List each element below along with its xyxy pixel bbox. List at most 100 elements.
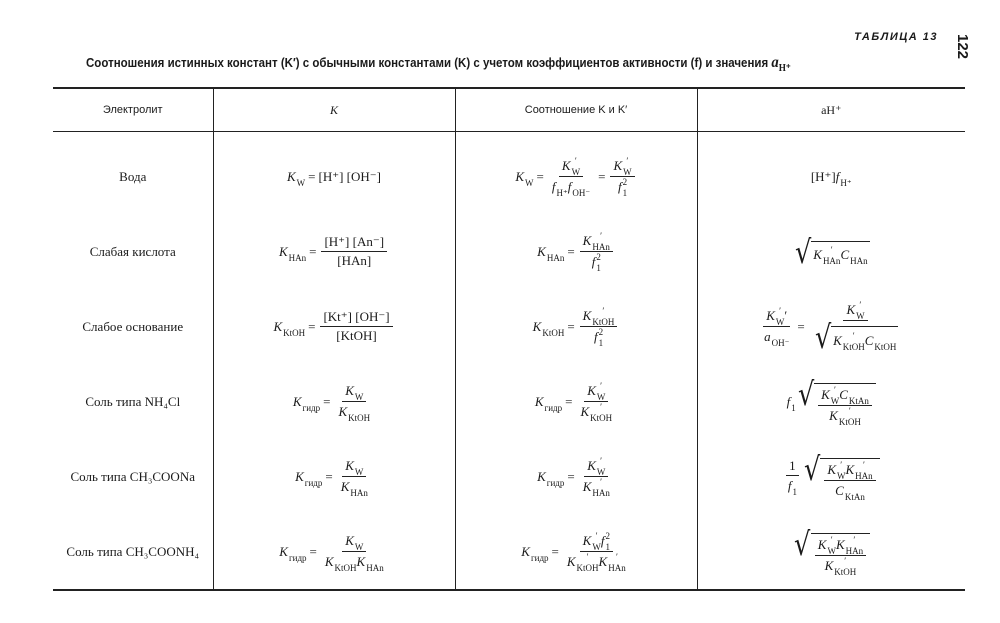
symbol-letter: K [813, 247, 822, 262]
superscript [297, 168, 306, 177]
indices: гидр [530, 543, 549, 563]
symbol-letter: K [287, 168, 296, 184]
superscript: ′ [600, 231, 603, 241]
subscript: гидр [530, 552, 549, 563]
indices: HAn [366, 553, 384, 573]
electrolyte-cell: Вода [119, 168, 147, 184]
subscript: KtOH [874, 341, 897, 352]
indices: W [297, 168, 306, 187]
subscript: HAn [608, 563, 626, 573]
symbol: K KtOH [324, 553, 357, 573]
subscript: гидр [288, 552, 307, 563]
indices: KtOH [283, 318, 305, 337]
indices: ′ W [830, 385, 840, 406]
superscript [542, 318, 564, 327]
superscript [350, 478, 368, 487]
symbol: f OH⁻ [568, 178, 590, 198]
ah-cell: [H⁺] f H⁺ [696, 131, 965, 214]
header-row: Электролит K Соотношение K и K′ aH⁺ [53, 88, 965, 132]
indices: HAn [547, 243, 565, 262]
symbol-letter: f [600, 533, 605, 548]
subscript: 1 [622, 188, 628, 198]
formula-text: [H⁺] [810, 168, 836, 184]
indices: гидр [303, 393, 321, 412]
superscript [772, 328, 790, 337]
table-caption: Соотношения истинных констант (K′) с обы… [86, 54, 791, 74]
subscript: W [856, 311, 865, 321]
fraction: [H⁺] [An⁻] [HAn] [321, 234, 388, 269]
subscript: HAn [288, 252, 307, 263]
equals-sign: = [567, 243, 575, 259]
equals-sign: = [323, 393, 331, 409]
symbol-letter: K [279, 543, 288, 559]
symbol: K HAn [356, 553, 384, 573]
symbol-letter: K [356, 554, 366, 569]
symbol-letter: K [324, 554, 334, 569]
symbol-letter: K [345, 458, 354, 473]
equals-sign: = [567, 468, 575, 484]
symbol: K ′ W [846, 300, 865, 321]
fraction: K ′ W ′ a OH⁻ [761, 307, 792, 348]
superscript [366, 553, 384, 562]
subscript: 1 [596, 263, 601, 273]
fraction: K ′ W C KtAn K ′ KtOH [818, 385, 872, 426]
symbol: K ′ W [818, 535, 836, 555]
subscript: W [830, 395, 840, 406]
equals-sign: = [536, 168, 544, 184]
superscript: ′ [844, 555, 847, 566]
superscript [355, 457, 364, 466]
relation-cell: K KtOH = K ′ KtOH f 2 1 [454, 289, 697, 364]
symbol-letter: K [835, 536, 845, 552]
indices: KtOH [874, 332, 897, 352]
superscript: ′ [859, 300, 862, 310]
electrolyte-cell: Слабая кислота [89, 243, 176, 259]
symbol-letter: K [582, 479, 592, 494]
fraction-numerator: K ′ W C KtAn [818, 385, 872, 406]
subscript: KtOH [576, 563, 599, 573]
indices: ′ W [827, 535, 836, 555]
symbol: C KtOH [865, 332, 897, 352]
indices: ′ HAn [823, 245, 841, 266]
symbol: K ′ HAn [813, 245, 841, 266]
subscript: W [623, 167, 632, 177]
radical-sign-icon: √ [803, 449, 821, 488]
square-root: √ K ′ HAn C HAn [793, 232, 870, 271]
fraction-numerator: [H⁺] [An⁻] [321, 234, 388, 252]
subscript: HAn [592, 242, 610, 252]
superscript: ′ [862, 459, 865, 470]
subscript: HAn [845, 545, 864, 556]
superscript [531, 543, 549, 552]
fraction-numerator: K ′ W [843, 300, 868, 321]
symbol-letter: K [829, 407, 838, 423]
superscript: ′ [586, 552, 589, 562]
symbol-letter: K [580, 404, 590, 419]
symbol: K HAn [279, 243, 307, 263]
radical-sign-icon: √ [794, 232, 812, 271]
indices: ′ W [597, 457, 606, 477]
symbol-letter: C [835, 482, 844, 498]
symbol-letter: f [617, 179, 622, 194]
subscript: H⁺ [840, 177, 852, 188]
symbol-letter: f [593, 329, 598, 344]
superscript: ′ [830, 245, 833, 255]
equals-sign: = [308, 318, 316, 334]
symbol: f H⁺ [836, 168, 852, 188]
formula-text: ′ [784, 308, 788, 323]
superscript: ′ [852, 330, 855, 341]
symbol: K ′ KtOH [825, 555, 857, 576]
symbol-letter: f [786, 393, 791, 409]
symbol: K ′ HAn [583, 231, 610, 252]
